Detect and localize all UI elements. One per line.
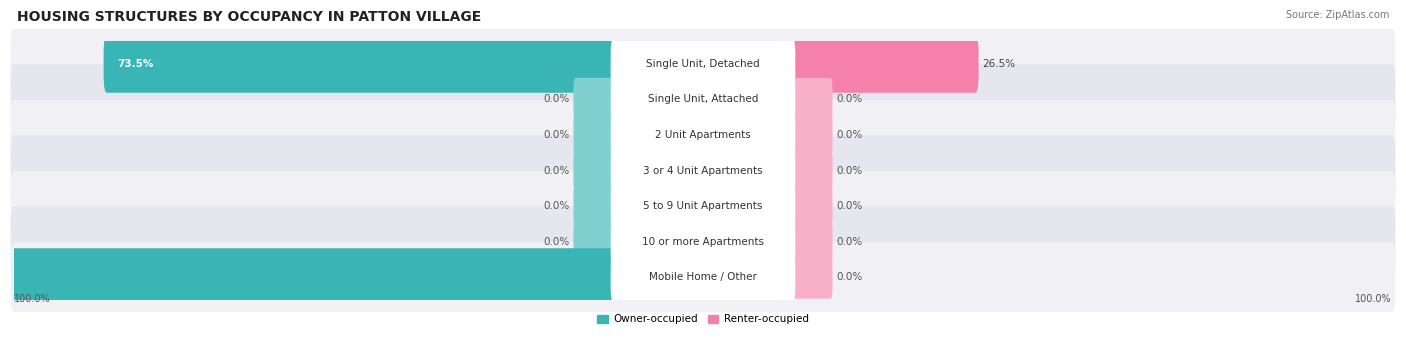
FancyBboxPatch shape [574, 78, 616, 121]
Text: 3 or 4 Unit Apartments: 3 or 4 Unit Apartments [643, 165, 763, 176]
FancyBboxPatch shape [574, 184, 616, 228]
FancyBboxPatch shape [789, 35, 979, 93]
Text: Source: ZipAtlas.com: Source: ZipAtlas.com [1285, 10, 1389, 20]
FancyBboxPatch shape [610, 145, 796, 196]
Text: 0.0%: 0.0% [544, 237, 569, 247]
Text: 10 or more Apartments: 10 or more Apartments [643, 237, 763, 247]
Text: 0.0%: 0.0% [837, 130, 862, 140]
Text: 0.0%: 0.0% [837, 272, 862, 282]
Text: 5 to 9 Unit Apartments: 5 to 9 Unit Apartments [644, 201, 762, 211]
FancyBboxPatch shape [610, 39, 796, 89]
Text: 0.0%: 0.0% [544, 130, 569, 140]
Text: 0.0%: 0.0% [544, 94, 569, 104]
FancyBboxPatch shape [11, 171, 1395, 241]
FancyBboxPatch shape [104, 35, 617, 93]
Text: 100.0%: 100.0% [1355, 294, 1392, 304]
FancyBboxPatch shape [790, 78, 832, 121]
FancyBboxPatch shape [11, 64, 1395, 135]
FancyBboxPatch shape [11, 100, 1395, 170]
Text: HOUSING STRUCTURES BY OCCUPANCY IN PATTON VILLAGE: HOUSING STRUCTURES BY OCCUPANCY IN PATTO… [17, 10, 481, 24]
FancyBboxPatch shape [574, 220, 616, 263]
FancyBboxPatch shape [610, 252, 796, 302]
FancyBboxPatch shape [790, 220, 832, 263]
FancyBboxPatch shape [11, 206, 1395, 277]
FancyBboxPatch shape [610, 74, 796, 125]
Text: 0.0%: 0.0% [544, 201, 569, 211]
Text: 0.0%: 0.0% [837, 165, 862, 176]
Text: 0.0%: 0.0% [837, 237, 862, 247]
Text: 100.0%: 100.0% [14, 294, 51, 304]
Text: 0.0%: 0.0% [544, 165, 569, 176]
Text: Single Unit, Detached: Single Unit, Detached [647, 59, 759, 69]
FancyBboxPatch shape [610, 216, 796, 267]
Text: 0.0%: 0.0% [837, 201, 862, 211]
FancyBboxPatch shape [574, 149, 616, 192]
FancyBboxPatch shape [11, 242, 1395, 312]
Text: 2 Unit Apartments: 2 Unit Apartments [655, 130, 751, 140]
FancyBboxPatch shape [11, 135, 1395, 206]
FancyBboxPatch shape [574, 113, 616, 157]
Text: 73.5%: 73.5% [117, 59, 153, 69]
Text: Single Unit, Attached: Single Unit, Attached [648, 94, 758, 104]
FancyBboxPatch shape [610, 181, 796, 231]
FancyBboxPatch shape [0, 248, 617, 306]
FancyBboxPatch shape [790, 255, 832, 299]
Text: Mobile Home / Other: Mobile Home / Other [650, 272, 756, 282]
FancyBboxPatch shape [790, 113, 832, 157]
FancyBboxPatch shape [790, 149, 832, 192]
FancyBboxPatch shape [790, 184, 832, 228]
Legend: Owner-occupied, Renter-occupied: Owner-occupied, Renter-occupied [593, 310, 813, 329]
Text: 0.0%: 0.0% [837, 94, 862, 104]
Text: 26.5%: 26.5% [981, 59, 1015, 69]
FancyBboxPatch shape [610, 110, 796, 160]
FancyBboxPatch shape [11, 29, 1395, 99]
